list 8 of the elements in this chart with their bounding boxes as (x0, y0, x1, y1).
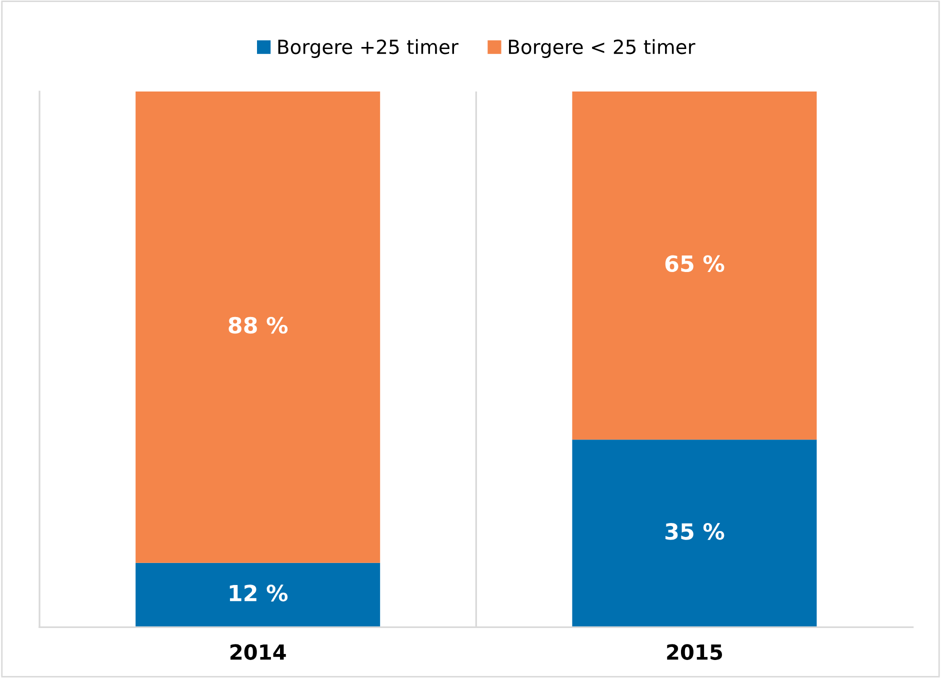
data-label: 65 % (665, 255, 724, 272)
data-label: 88 % (228, 316, 288, 334)
legend-label: Borgere +25 timer (278, 39, 458, 58)
data-label: 35 % (665, 523, 724, 540)
data-label: 12 % (230, 584, 288, 602)
x-tick-label: 2014 (230, 644, 286, 660)
legend-label: Borgere < 25 timer (508, 39, 696, 58)
x-tick-label: 2015 (667, 644, 722, 660)
